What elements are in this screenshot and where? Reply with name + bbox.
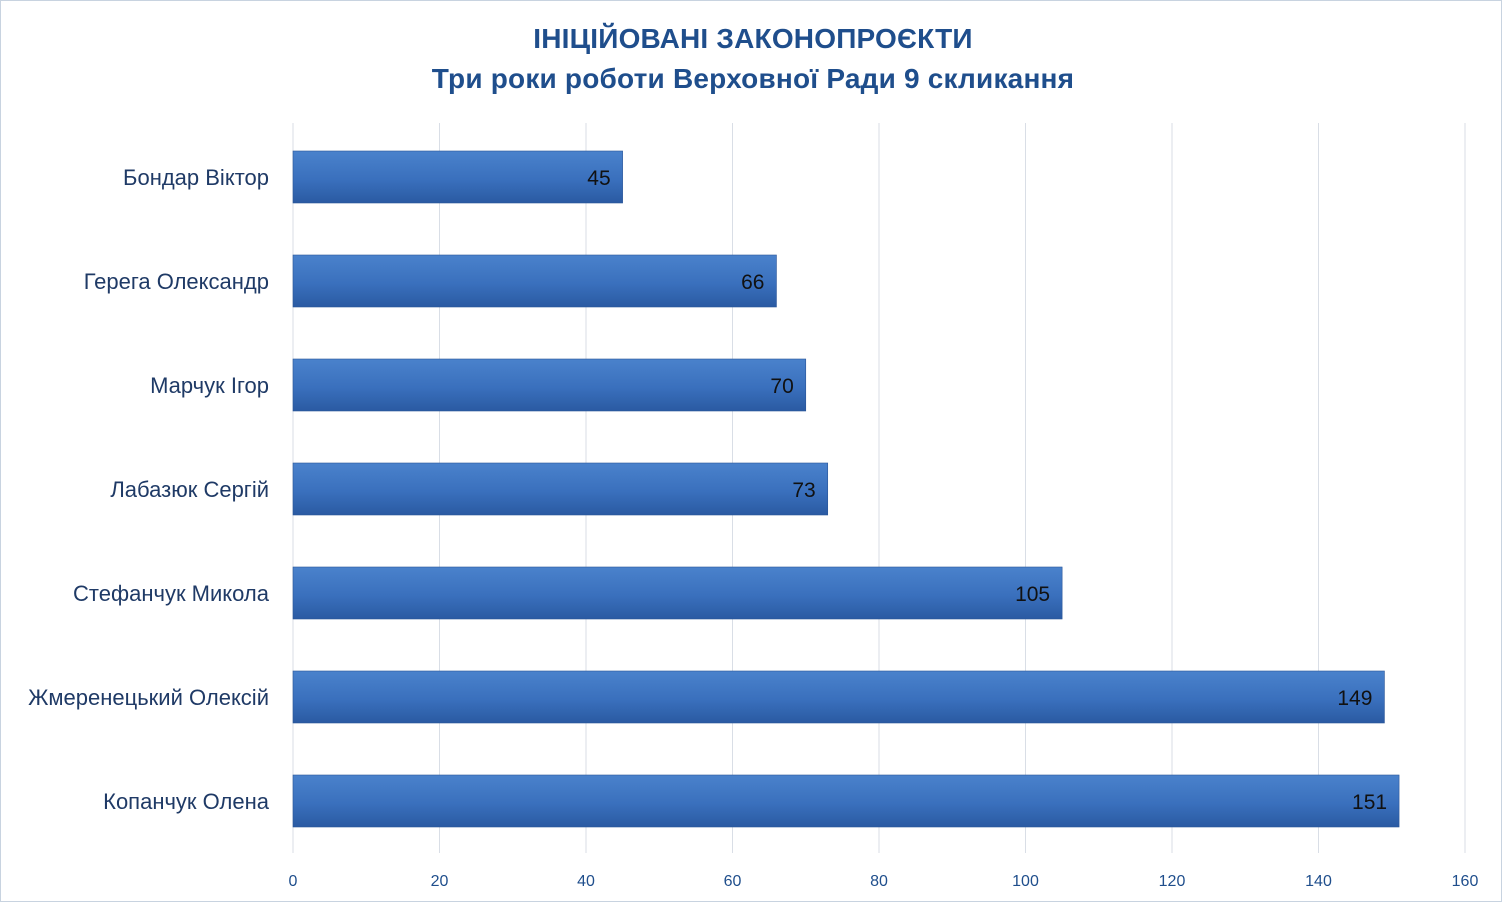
bar — [292, 670, 1385, 724]
chart-subtitle: Три роки роботи Верховної Ради 9 скликан… — [431, 63, 1075, 94]
x-tick-label: 160 — [1452, 873, 1479, 890]
x-tick-label: 140 — [1305, 873, 1332, 890]
bar — [292, 774, 1400, 828]
chart-title: ІНІЦІЙОВАНІ ЗАКОНОПРОЄКТИ — [533, 23, 973, 54]
bar — [292, 150, 623, 204]
x-tick-label: 120 — [1159, 873, 1186, 890]
category-label: Лабазюк Сергій — [110, 477, 269, 502]
x-tick-label: 100 — [1012, 873, 1039, 890]
x-tick-label: 20 — [431, 873, 449, 890]
category-label: Копанчук Олена — [103, 789, 270, 814]
data-label: 73 — [792, 479, 815, 502]
x-axis-tick-labels: 0 20 40 60 80 100 120 140 160 — [289, 873, 1479, 890]
data-label: 149 — [1337, 687, 1372, 710]
x-tick-label: 40 — [577, 873, 595, 890]
bar — [292, 462, 829, 516]
data-label: 105 — [1015, 583, 1050, 606]
category-label: Герега Олександр — [84, 269, 269, 294]
category-label: Марчук Ігор — [150, 373, 269, 398]
data-label: 151 — [1352, 791, 1387, 814]
data-label: 45 — [587, 167, 610, 190]
data-labels: 45 66 70 73 105 149 151 — [587, 167, 1387, 814]
bar — [292, 254, 777, 308]
bars — [292, 150, 1400, 828]
bar — [292, 566, 1063, 620]
category-labels: Бондар Віктор Герега Олександр Марчук Ігор… — [28, 165, 270, 814]
x-tick-label: 80 — [870, 873, 888, 890]
x-tick-label: 0 — [289, 873, 298, 890]
category-label: Стефанчук Микола — [73, 581, 270, 606]
data-label: 70 — [770, 375, 793, 398]
x-tick-label: 60 — [724, 873, 742, 890]
data-label: 66 — [741, 271, 764, 294]
category-label: Бондар Віктор — [123, 165, 269, 190]
category-label: Жмеренецький Олексій — [28, 685, 269, 710]
bar — [292, 358, 807, 412]
